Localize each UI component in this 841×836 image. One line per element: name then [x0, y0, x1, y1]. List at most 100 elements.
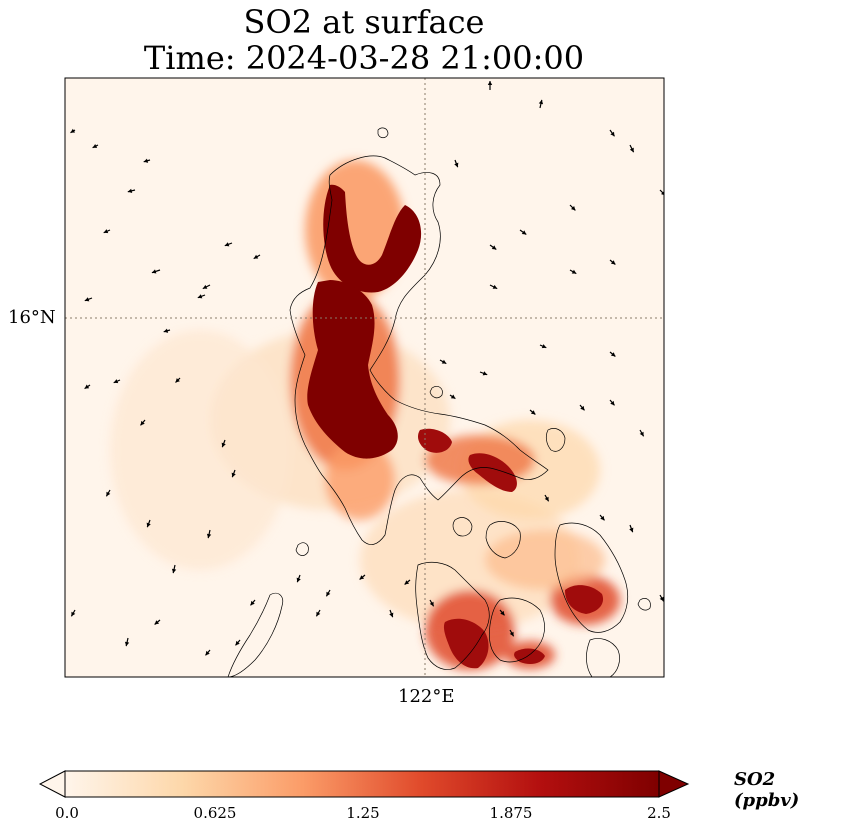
wind-arrow-head — [235, 640, 240, 646]
so2-core-region — [443, 618, 489, 669]
coastline-catanduanes — [545, 428, 566, 452]
colorbar — [38, 770, 690, 798]
wind-arrow-head — [70, 128, 76, 133]
coastline-babuyan — [377, 127, 389, 139]
wind-arrow-head — [487, 81, 493, 85]
wind-arrow-head — [521, 230, 527, 235]
latitude-label: 16°N — [8, 307, 56, 328]
wind-arrow-head — [600, 515, 605, 521]
wind-arrow-head — [326, 591, 331, 597]
wind-arrow-head — [454, 162, 459, 168]
wind-arrow-head — [661, 191, 664, 195]
coastline-palawan — [227, 592, 284, 677]
so2-blob — [485, 530, 605, 590]
wind-arrow-head — [530, 410, 536, 415]
wind-arrow-head — [450, 394, 456, 399]
colorbar-min-extend — [38, 770, 66, 798]
wind-arrow-head — [509, 631, 514, 637]
wind-arrow-head — [113, 379, 119, 384]
wind-arrow-head — [106, 491, 111, 497]
wind-vectors — [70, 81, 664, 656]
map-frame — [64, 77, 665, 678]
wind-arrow-head — [359, 575, 365, 580]
wind-arrow-head — [389, 612, 394, 618]
wind-arrow-head — [171, 568, 177, 574]
wind-arrow-head — [103, 229, 109, 234]
wind-arrow-head — [429, 601, 434, 607]
wind-arrow-head — [151, 269, 157, 274]
so2-concentration-field — [110, 160, 620, 670]
wind-arrow-head — [541, 344, 547, 349]
coastline-leyte — [586, 638, 620, 677]
colorbar-tick-1: 0.625 — [193, 804, 237, 822]
colorbar-gradient — [64, 770, 660, 798]
wind-arrow-head — [500, 610, 505, 616]
so2-blob — [360, 490, 580, 630]
coastline-masbate — [485, 521, 521, 559]
wind-arrow-head — [146, 522, 151, 528]
wind-arrow-head — [482, 371, 488, 376]
wind-arrow-head — [629, 147, 634, 153]
wind-arrow-head — [84, 384, 90, 389]
colorbar-units-label: SO2 (ppbv) — [734, 769, 800, 811]
wind-arrow-head — [610, 400, 615, 406]
colorbar-max-extend — [658, 770, 690, 798]
so2-core-region — [565, 585, 604, 614]
wind-arrow-head — [71, 611, 76, 617]
wind-arrow-head — [639, 431, 644, 437]
wind-arrow-head — [296, 577, 301, 583]
so2-map — [64, 77, 665, 678]
wind-arrow-head — [163, 328, 169, 333]
coastline-islet-1 — [295, 542, 309, 556]
so2-core-region — [323, 184, 422, 293]
wind-arrow-head — [316, 611, 321, 617]
wind-arrow-head — [231, 472, 236, 478]
wind-arrow-head — [544, 496, 549, 502]
wind-arrow-head — [571, 206, 576, 211]
wind-arrow-head — [127, 188, 133, 193]
wind-arrow-head — [492, 284, 498, 289]
colorbar-tick-4: 2.5 — [647, 804, 671, 822]
wind-arrow-head — [205, 650, 210, 656]
wind-arrow-head — [253, 254, 259, 259]
wind-arrow-head — [571, 269, 577, 274]
wind-arrow-head — [154, 620, 160, 625]
wind-arrow-head — [610, 260, 616, 265]
so2-core — [307, 184, 604, 669]
wind-arrow-head — [404, 580, 410, 585]
wind-arrow-head — [610, 352, 616, 357]
coastline-mindoro — [415, 561, 490, 670]
wind-arrow-head — [202, 284, 208, 289]
coastline-islet-3 — [637, 598, 651, 611]
coastline-marinduque — [452, 517, 473, 537]
so2-blob — [325, 440, 395, 520]
wind-arrow-head — [629, 527, 634, 533]
colorbar-tick-3: 1.875 — [489, 804, 533, 822]
coastline-islet-2 — [429, 386, 443, 399]
colorbar-tick-0: 0.0 — [55, 804, 79, 822]
wind-arrow-head — [538, 99, 544, 105]
coastline-panay — [488, 597, 545, 663]
wind-arrow-head — [84, 297, 90, 302]
so2-blob — [110, 330, 290, 570]
map-subtitle: Time: 2024-03-28 21:00:00 — [143, 39, 585, 77]
wind-arrow-head — [143, 158, 149, 163]
wind-arrow-head — [250, 600, 255, 606]
so2-core-region — [514, 648, 545, 664]
wind-arrow-head — [224, 242, 230, 247]
longitude-label: 122°E — [398, 686, 455, 707]
wind-arrow-head — [491, 245, 497, 250]
wind-arrow-head — [610, 131, 615, 137]
wind-arrow-head — [124, 641, 130, 647]
wind-arrow-head — [221, 442, 226, 448]
wind-arrow-head — [197, 294, 203, 299]
so2-core-region — [307, 280, 398, 459]
wind-arrow-head — [659, 596, 664, 602]
wind-arrow-head — [175, 378, 180, 383]
wind-arrow-head — [441, 359, 447, 364]
colorbar-tick-2: 1.25 — [346, 804, 380, 822]
coastline-samar — [554, 522, 629, 633]
map-title: SO2 at surface — [243, 3, 485, 41]
wind-arrow-head — [206, 533, 212, 539]
so2-core-region — [418, 428, 452, 453]
